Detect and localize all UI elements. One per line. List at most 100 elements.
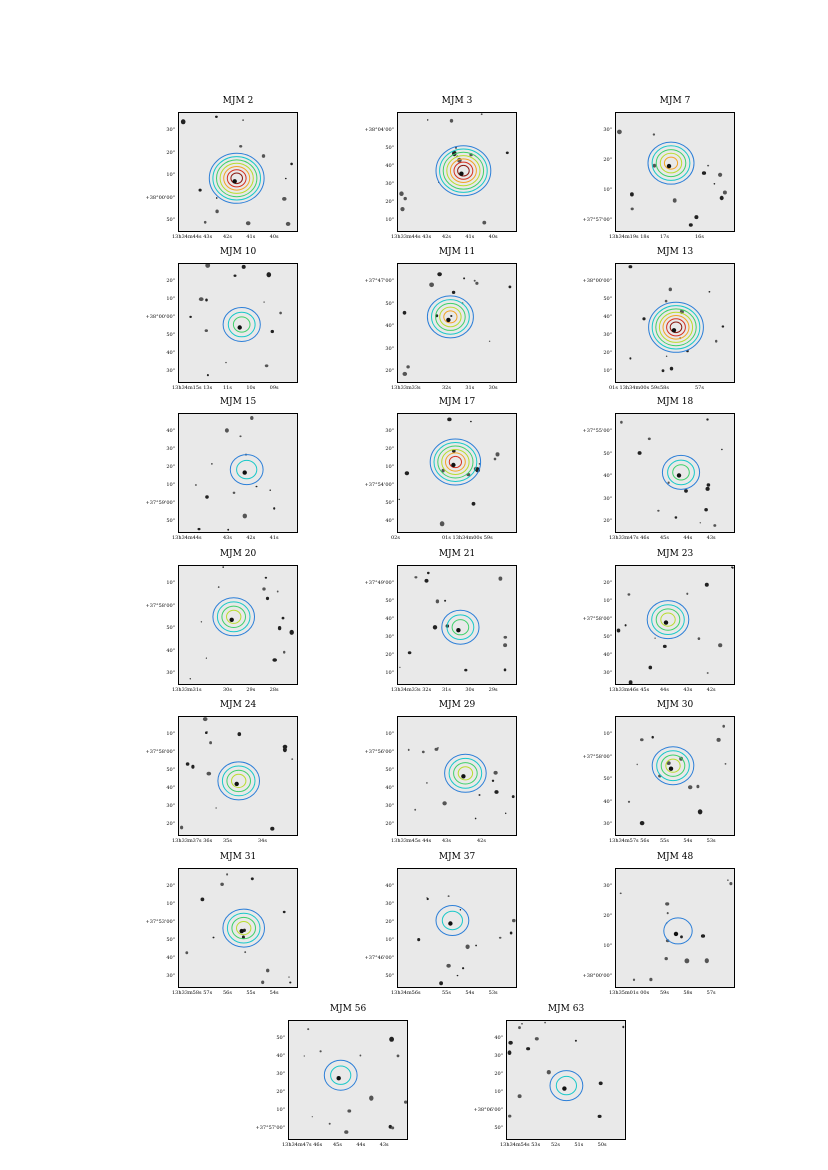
field-star (233, 274, 237, 277)
contour-overlay (189, 566, 294, 680)
field-star (449, 118, 454, 123)
panel-title: MJM 17 (438, 397, 476, 407)
field-star (180, 825, 184, 830)
x-tick-label: 29s (246, 687, 256, 693)
field-star (396, 1054, 400, 1058)
y-tick-label: 20" (385, 446, 394, 452)
counterpart-source (671, 328, 677, 333)
field-star (694, 215, 699, 220)
field-star (432, 625, 438, 630)
contour-overlay (417, 895, 516, 986)
y-tick-label: +37°53'00" (145, 919, 175, 925)
field-star (266, 272, 272, 278)
field-star (450, 315, 453, 317)
field-star (255, 485, 258, 488)
contour-level (431, 299, 470, 335)
image-cutout (397, 868, 517, 988)
field-star (680, 935, 683, 939)
field-star (574, 1039, 577, 1042)
counterpart-source (448, 921, 453, 926)
field-star (630, 207, 634, 211)
field-star (264, 576, 268, 579)
panel-title: MJM 56 (329, 1004, 367, 1014)
contour-overlay (628, 265, 725, 373)
contour-overlay (627, 724, 727, 826)
y-tick-label: 30" (603, 495, 612, 502)
contour-level (651, 305, 701, 350)
field-star (437, 272, 442, 277)
x-tick-label: 57s (706, 990, 716, 996)
y-tick-label: 40" (385, 883, 394, 889)
field-star (241, 935, 245, 939)
x-tick-label: 13h34m54s 53s (500, 1142, 541, 1148)
field-star (661, 369, 665, 373)
field-star (657, 509, 660, 512)
contour-level (429, 438, 482, 486)
y-tick-label: 20" (385, 919, 394, 925)
x-tick-label: 42s (223, 234, 232, 240)
field-star (282, 197, 287, 201)
field-star (508, 1040, 513, 1045)
field-star (263, 301, 265, 303)
contour-level (216, 159, 258, 198)
field-star (731, 566, 734, 569)
y-tick-label: 10" (494, 1089, 503, 1095)
x-tick-label: 13h33m33s (391, 385, 421, 391)
x-tick-label: 13h34m56s (391, 990, 421, 996)
field-star (624, 624, 627, 627)
counterpart-source (229, 617, 234, 622)
field-star (265, 596, 270, 601)
contour-level (435, 905, 470, 936)
y-tick-label: 40" (494, 1035, 503, 1041)
contour-level (426, 295, 474, 339)
x-tick-label: 31s (442, 687, 451, 693)
source-panel: MJM 18 +37°55'00" 50" 40" 30" 20" 13h33m47s 46… (583, 397, 735, 541)
y-tick-label: 30" (385, 181, 394, 187)
contour-level (661, 454, 701, 490)
contour-level (666, 318, 686, 337)
y-tick-label: 20" (603, 157, 612, 163)
x-tick-label: 13h33m44s 43s (391, 234, 432, 240)
field-star (439, 521, 445, 527)
contour-level (449, 158, 477, 184)
field-star (417, 938, 421, 942)
x-tick-label: 55s (246, 990, 256, 996)
panel-title: MJM 29 (438, 700, 476, 710)
source-panel: MJM 30 10" +37°58'00" 50" 40" 30" 13h34m57s 56… (583, 700, 735, 844)
y-tick-label: 20" (385, 368, 394, 374)
image-cutout (615, 565, 735, 685)
y-tick-label: 50" (494, 1125, 503, 1131)
y-tick-label: 30" (603, 332, 612, 338)
field-star (202, 717, 208, 722)
y-tick-label: +37°59'00" (145, 500, 175, 506)
field-star (407, 651, 412, 655)
field-star (328, 1122, 331, 1125)
y-tick-label: 30" (166, 368, 175, 374)
field-star (215, 209, 219, 214)
contour-level (441, 449, 470, 475)
contour-level (660, 754, 686, 777)
contour-level (453, 762, 478, 785)
field-star (704, 508, 708, 512)
counterpart-source (456, 628, 461, 633)
y-tick-label: 40" (385, 518, 394, 524)
counterpart-source (239, 928, 244, 934)
x-tick-label: 54s (683, 838, 693, 844)
y-tick-label: 40" (385, 785, 394, 791)
y-tick-label: 20" (385, 199, 394, 205)
contour-level (222, 307, 261, 342)
x-tick-label: 10s (246, 385, 256, 391)
field-star (652, 163, 657, 168)
field-star (505, 151, 509, 155)
field-star (442, 801, 447, 806)
field-star (406, 365, 410, 369)
y-tick-label: 10" (385, 670, 394, 676)
contour-level (555, 1075, 578, 1096)
field-star (311, 1116, 313, 1118)
field-star (307, 1028, 310, 1031)
field-star (289, 629, 294, 635)
field-star (200, 897, 205, 902)
contour-overlay (189, 264, 282, 377)
x-tick-label: 13h35m01s 00s (609, 990, 650, 996)
y-tick-label: 40" (166, 785, 175, 791)
